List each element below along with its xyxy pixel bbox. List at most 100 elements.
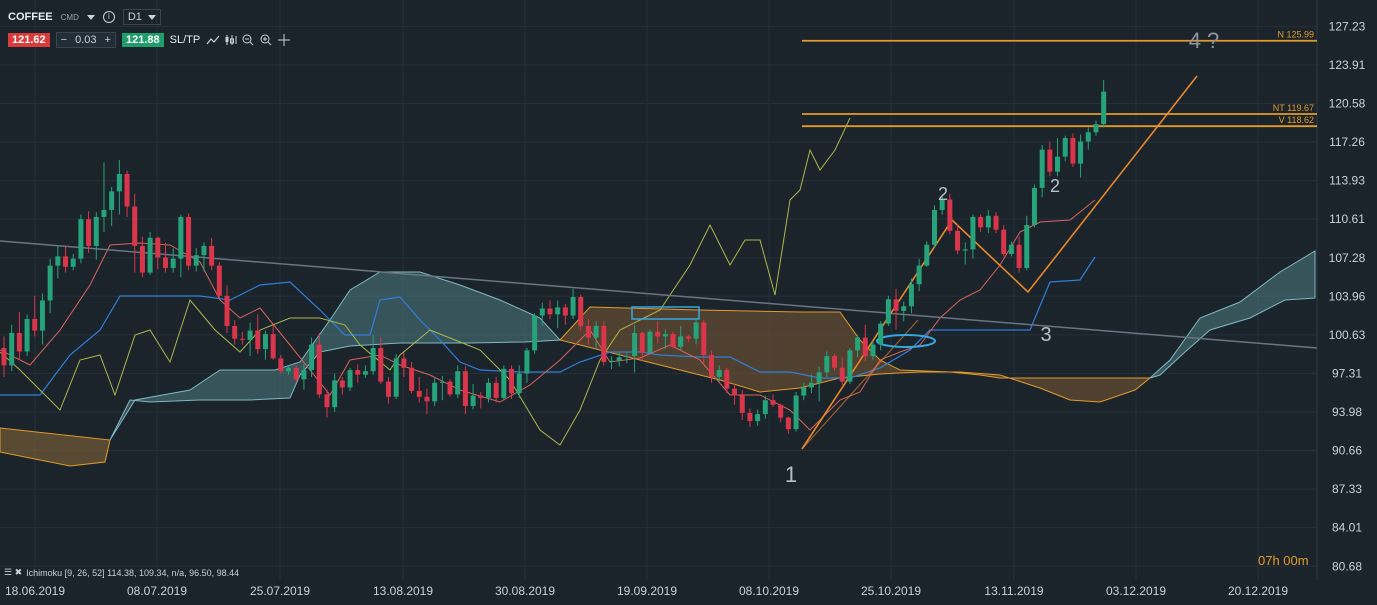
- price-tick-label: 90.66: [1332, 444, 1362, 458]
- sell-price-button[interactable]: 121.62: [8, 33, 50, 47]
- candle: [1085, 127, 1091, 150]
- candle-body: [193, 255, 199, 266]
- candle: [278, 354, 284, 374]
- info-icon[interactable]: i: [102, 11, 115, 23]
- candle-body: [708, 354, 714, 377]
- candle-body: [678, 336, 684, 347]
- zoom-in-icon[interactable]: [260, 34, 272, 46]
- price-axis[interactable]: 127.23 123.91 120.58 117.26 113.93 110.61 107.…: [1329, 19, 1366, 573]
- crosshair-icon[interactable]: [278, 34, 291, 46]
- chevron-down-icon[interactable]: [86, 14, 95, 20]
- date-tick-label: 20.12.2019: [1228, 584, 1288, 598]
- candle: [147, 232, 153, 275]
- candle: [847, 348, 853, 384]
- candle: [447, 379, 453, 397]
- candle: [63, 245, 69, 273]
- blue-box-marker: [631, 306, 700, 320]
- candle-body: [209, 245, 215, 266]
- candle: [808, 374, 814, 394]
- candle-body: [970, 216, 976, 250]
- symbol-label[interactable]: COFFEE: [8, 11, 53, 23]
- candle: [247, 322, 253, 357]
- candle-body: [662, 334, 668, 337]
- candle-body: [931, 209, 937, 245]
- candle-body: [9, 332, 15, 366]
- candle-body: [778, 404, 784, 418]
- candle: [339, 377, 345, 395]
- quantity-stepper[interactable]: − 0.03 +: [55, 32, 116, 48]
- candle-body: [824, 356, 830, 373]
- candle-body: [755, 414, 761, 422]
- sltp-button[interactable]: SL/TP: [169, 34, 201, 46]
- candle-body: [739, 395, 745, 413]
- time-axis[interactable]: 18.06.2019 08.07.2019 25.07.2019 13.08.2019…: [5, 584, 1288, 598]
- candle: [362, 365, 368, 379]
- candle: [286, 365, 292, 375]
- indicator-legend[interactable]: ☰ ✖ Ichimoku [9, 26, 52] 114.38, 109.34,…: [4, 567, 239, 578]
- wave-label: 2: [1050, 176, 1060, 196]
- candle-body: [1085, 132, 1091, 142]
- candle-body: [386, 381, 391, 397]
- candle: [947, 193, 953, 235]
- price-tick-label: 113.93: [1329, 174, 1365, 188]
- buy-price-button[interactable]: 121.88: [121, 33, 164, 47]
- candle: [1101, 80, 1107, 128]
- candle-body: [1062, 138, 1068, 157]
- candle: [155, 236, 161, 270]
- candle-body: [1039, 149, 1045, 188]
- indicator-settings-icon[interactable]: ☰ ✖: [4, 567, 23, 577]
- candle-body: [86, 219, 92, 246]
- candle: [893, 288, 899, 330]
- candle: [578, 294, 584, 331]
- candle-body: [278, 358, 284, 372]
- candle-body: [24, 319, 30, 352]
- candle: [901, 301, 907, 322]
- wave-label: 1: [785, 462, 797, 487]
- line-chart-icon[interactable]: [206, 34, 220, 46]
- candle: [647, 329, 653, 354]
- candle: [785, 416, 791, 434]
- candle: [78, 214, 84, 264]
- decrease-button[interactable]: −: [60, 34, 68, 46]
- wave-lines: [801, 75, 1198, 450]
- candle: [324, 389, 330, 418]
- candle-body: [916, 265, 922, 285]
- level-label: NT 119.67: [1273, 103, 1314, 113]
- candle-body: [1031, 187, 1037, 226]
- candle: [101, 162, 107, 232]
- increase-button[interactable]: +: [104, 34, 111, 46]
- timeframe-select[interactable]: D1: [122, 9, 161, 25]
- candle: [16, 312, 22, 360]
- candle-body: [1024, 225, 1030, 268]
- candle-body: [655, 331, 661, 337]
- candle-body: [116, 174, 122, 192]
- candle: [601, 321, 607, 366]
- candle: [1008, 241, 1014, 257]
- candle-body: [424, 396, 430, 402]
- candle-body: [1, 348, 7, 366]
- candle: [524, 348, 530, 383]
- candle-body: [162, 257, 168, 268]
- candle-body: [462, 371, 468, 406]
- candle-body: [1070, 138, 1076, 164]
- candle-body: [155, 237, 161, 258]
- candle: [816, 366, 822, 402]
- candle: [924, 241, 930, 267]
- candle-body: [878, 323, 884, 345]
- candle-body: [16, 332, 22, 352]
- long-trendline: [0, 240, 1318, 349]
- candle: [355, 364, 361, 383]
- candle-body: [539, 308, 545, 316]
- candle-body: [1008, 244, 1014, 255]
- candle-body: [332, 380, 338, 408]
- candle-body: [716, 370, 722, 377]
- candle-body: [55, 256, 61, 266]
- candle-body: [808, 382, 814, 388]
- quantity-value[interactable]: 0.03: [75, 34, 97, 46]
- candle-body: [632, 332, 638, 357]
- zoom-out-icon[interactable]: [242, 34, 254, 46]
- candle-body: [47, 265, 53, 301]
- candles-icon[interactable]: [224, 34, 237, 46]
- candle-body: [732, 388, 738, 396]
